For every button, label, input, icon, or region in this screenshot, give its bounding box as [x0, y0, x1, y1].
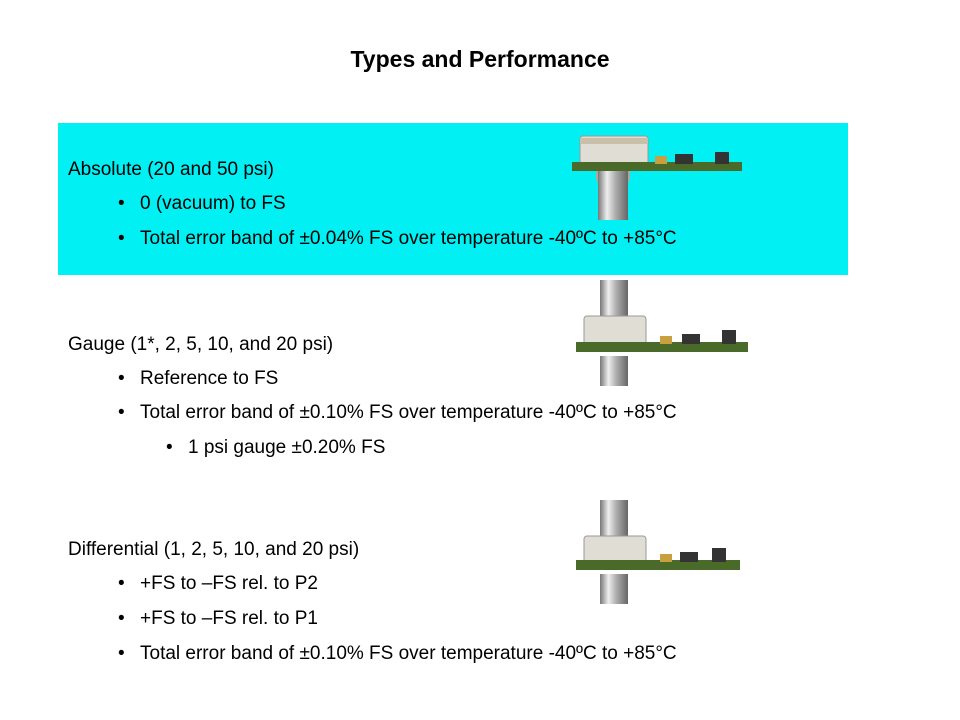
bullet-glyph: •	[118, 643, 125, 664]
bullet-item: • Total error band of ±0.10% FS over temp…	[118, 402, 677, 424]
differential-sensor-image	[576, 500, 740, 604]
gauge-heading: Gauge (1*, 2, 5, 10, and 20 psi)	[68, 334, 334, 355]
bullet-glyph: •	[118, 193, 125, 214]
bullet-item: • Total error band of ±0.10% FS over temp…	[118, 643, 677, 665]
bullet-text: Total error band of ±0.10% FS over tempe…	[140, 402, 677, 423]
bullet-glyph: •	[118, 608, 125, 629]
bullet-text: Total error band of ±0.10% FS over tempe…	[140, 643, 677, 664]
slide-title: Types and Performance	[350, 46, 610, 72]
sub-bullet-item: • 1 psi gauge ±0.20% FS	[166, 437, 385, 459]
bullet-glyph: •	[118, 573, 125, 594]
bullet-glyph: •	[118, 402, 125, 423]
bullet-item: • +FS to –FS rel. to P2	[118, 573, 318, 595]
bullet-glyph: •	[166, 437, 173, 458]
bullet-text: 0 (vacuum) to FS	[140, 193, 286, 214]
absolute-heading: Absolute (20 and 50 psi)	[68, 159, 274, 180]
absolute-sensor-image	[572, 135, 742, 220]
bullet-text: +FS to –FS rel. to P1	[140, 608, 318, 629]
bullet-text: +FS to –FS rel. to P2	[140, 573, 318, 594]
differential-heading: Differential (1, 2, 5, 10, and 20 psi)	[68, 539, 360, 560]
bullet-text: Total error band of ±0.04% FS over tempe…	[140, 228, 677, 249]
bullet-text: Reference to FS	[140, 368, 279, 389]
bullet-item: • 0 (vacuum) to FS	[118, 193, 286, 215]
bullet-item: • Total error band of ±0.04% FS over temp…	[118, 228, 677, 250]
gauge-sensor-image	[576, 280, 748, 386]
bullet-item: • Reference to FS	[118, 368, 278, 390]
absolute-highlight-box	[58, 123, 848, 275]
bullet-glyph: •	[118, 368, 125, 389]
bullet-glyph: •	[118, 228, 125, 249]
bullet-text: 1 psi gauge ±0.20% FS	[188, 437, 386, 458]
bullet-item: • +FS to –FS rel. to P1	[118, 608, 318, 630]
